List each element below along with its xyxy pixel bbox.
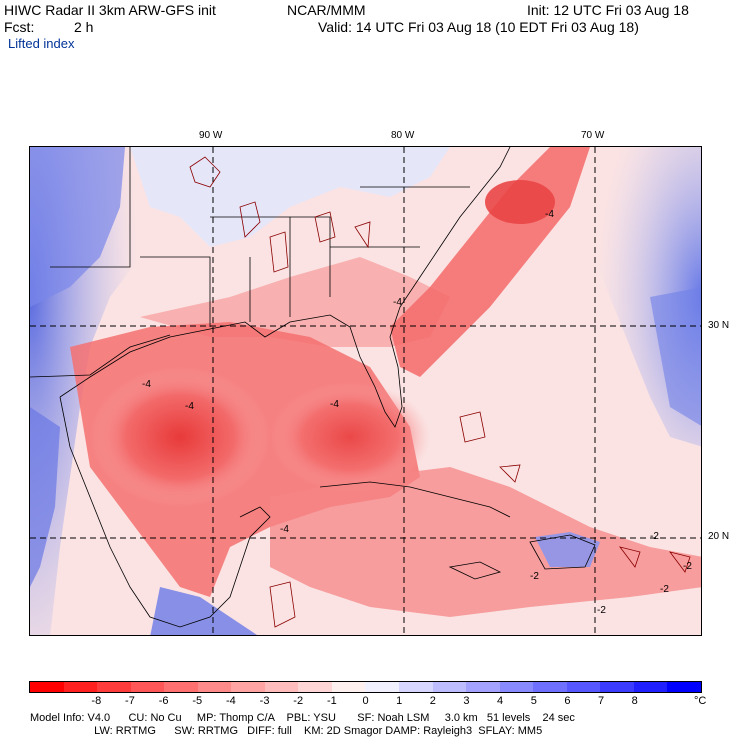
colorbar-tick-label: 0 [362, 695, 369, 707]
lon-label-80w: 80 W [391, 130, 415, 141]
colorbar-tick-label: 8 [631, 695, 638, 707]
colorbar-swatch [667, 682, 701, 692]
stable-core-atlantic [650, 287, 701, 426]
colorbar-swatch [331, 682, 366, 692]
contour-label: -4 [393, 297, 402, 308]
precip-contours [189, 156, 691, 628]
colorbar-swatch [197, 682, 232, 692]
colorbar-swatch [97, 682, 131, 692]
contour-label: -2 [683, 561, 692, 572]
valid-time: Valid: 14 UTC Fri 03 Aug 18 (10 EDT Fri … [318, 19, 639, 35]
map-canvas: -4 -4 -4 -4 -4 -4 -2 -2 -2 -2 -2 [30, 147, 701, 635]
colorbar-tick-label: -6 [158, 695, 169, 707]
colorbar-tick-label: -2 [293, 695, 304, 707]
coastlines [30, 147, 596, 628]
contour-label: -2 [650, 531, 659, 542]
contour-label: -2 [530, 571, 539, 582]
colorbar-tick-label: -4 [226, 695, 236, 707]
colorbar-tick-label: -3 [259, 695, 270, 707]
colorbar-swatch [298, 682, 332, 692]
colorbar-unit: °C [694, 695, 707, 707]
colorbar-tick-label: 2 [429, 695, 436, 707]
colorbar-tick-label: 6 [564, 695, 571, 707]
fcst-label: Fcst: [4, 19, 35, 35]
colorbar-tick-label: 3 [463, 695, 470, 707]
colorbar-tick-label: -8 [91, 695, 102, 707]
unstable-core-atlantic [485, 180, 555, 224]
lon-label-90w: 90 W [199, 130, 223, 141]
contour-labels: -4 -4 -4 -4 -4 -4 -2 -2 -2 -2 -2 [142, 209, 692, 616]
colorbar-swatch [499, 682, 534, 692]
field-name: Lifted index [8, 36, 75, 51]
colorbar-tick-label: -7 [125, 695, 135, 707]
lat-label-30n: 30 N [708, 320, 730, 331]
lon-label-70w: 70 W [581, 130, 605, 141]
contour-label: -4 [142, 379, 151, 390]
lifted-index-map: -4 -4 -4 -4 -4 -4 -2 -2 -2 -2 -2 [29, 146, 702, 636]
colorbar-swatch [600, 682, 634, 692]
unstable-caribbean [270, 467, 701, 617]
colorbar-tick-label: 4 [497, 695, 504, 707]
colorbar-swatch [130, 682, 165, 692]
colorbar-swatch [30, 682, 64, 692]
lat-label-20n: 20 N [708, 531, 730, 542]
colorbar-tick-label: 1 [396, 695, 403, 707]
colorbar-tick-label: 5 [530, 695, 537, 707]
colorbar-swatch [633, 682, 668, 692]
graticule [30, 147, 701, 635]
colorbar-swatch [399, 682, 433, 692]
colorbar-tick-label: 7 [597, 695, 605, 707]
colorbar-swatch [63, 682, 98, 692]
contour-label: -4 [545, 209, 554, 220]
org-label: NCAR/MMM [287, 2, 366, 18]
model-info-line1: Model Info: V4.0 CU: No Cu MP: Thomp C/A… [30, 712, 575, 724]
model-title: HIWC Radar II 3km ARW-GFS init [4, 2, 216, 18]
contour-label: -4 [280, 524, 289, 535]
unstable-core-gulf-east [270, 382, 430, 492]
contour-label: -2 [597, 605, 606, 616]
unstable-core-gulf-west [90, 367, 270, 507]
colorbar-tick-label: -1 [326, 695, 337, 707]
contour-label: -4 [185, 401, 194, 412]
colorbar [29, 681, 702, 693]
stable-core-pacific [150, 587, 257, 635]
stable-region-north [130, 147, 450, 247]
colorbar-swatch [566, 682, 601, 692]
colorbar-tick-label: -5 [192, 695, 203, 707]
init-time: Init: 12 UTC Fri 03 Aug 18 [527, 2, 689, 18]
stable-core-mexico [30, 407, 60, 587]
colorbar-swatch [432, 682, 467, 692]
contour-label: -2 [660, 584, 669, 595]
colorbar-swatch [365, 682, 400, 692]
colorbar-swatch [164, 682, 198, 692]
colorbar-swatch [264, 682, 299, 692]
fcst-value: 2 h [74, 19, 94, 35]
colorbar-swatch [533, 682, 567, 692]
colorbar-swatch [231, 682, 265, 692]
model-info-line2: LW: RRTMG SW: RRTMG DIFF: full KM: 2D Sm… [30, 725, 543, 737]
colorbar-swatch [466, 682, 500, 692]
contour-label: -4 [330, 399, 339, 410]
